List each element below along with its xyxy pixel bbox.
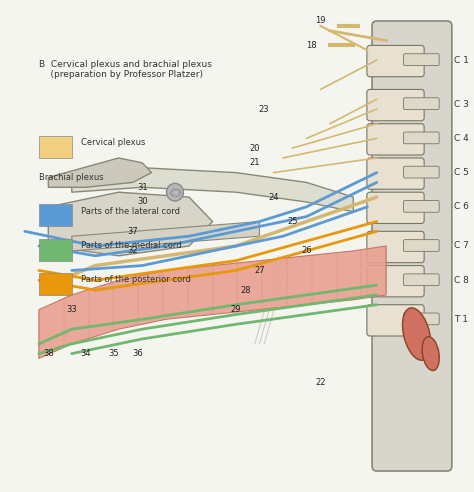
Text: 31: 31 — [137, 183, 147, 192]
Text: C 5: C 5 — [454, 168, 469, 177]
Text: 35: 35 — [109, 349, 119, 358]
FancyBboxPatch shape — [403, 313, 439, 325]
Text: C 8: C 8 — [454, 276, 469, 285]
Polygon shape — [72, 168, 353, 212]
Text: 32: 32 — [128, 246, 138, 255]
FancyBboxPatch shape — [39, 273, 72, 295]
Text: C 4: C 4 — [454, 134, 469, 143]
Text: 26: 26 — [301, 246, 312, 255]
FancyBboxPatch shape — [367, 266, 424, 297]
FancyBboxPatch shape — [372, 21, 452, 471]
Text: 19: 19 — [315, 16, 326, 26]
Polygon shape — [48, 158, 152, 187]
Text: Brachial plexus: Brachial plexus — [39, 173, 103, 182]
FancyBboxPatch shape — [403, 54, 439, 65]
Text: 37: 37 — [128, 227, 138, 236]
FancyBboxPatch shape — [403, 240, 439, 251]
Text: C 6: C 6 — [454, 202, 469, 212]
FancyBboxPatch shape — [403, 201, 439, 212]
Text: 21: 21 — [249, 158, 260, 167]
Polygon shape — [48, 192, 212, 256]
Text: 18: 18 — [306, 41, 316, 50]
Text: 28: 28 — [240, 285, 251, 295]
Text: 20: 20 — [249, 144, 260, 153]
Text: C 3: C 3 — [454, 99, 469, 109]
Text: 33: 33 — [66, 305, 77, 314]
FancyBboxPatch shape — [403, 166, 439, 178]
Ellipse shape — [402, 308, 431, 360]
Circle shape — [166, 184, 183, 201]
Text: 22: 22 — [315, 378, 326, 388]
FancyBboxPatch shape — [403, 98, 439, 110]
FancyBboxPatch shape — [367, 90, 424, 121]
FancyBboxPatch shape — [367, 123, 424, 155]
FancyBboxPatch shape — [403, 274, 439, 286]
Text: 23: 23 — [259, 104, 269, 114]
FancyBboxPatch shape — [39, 239, 72, 261]
Text: B  Cervical plexus and brachial plexus
    (preparation by Professor Platzer): B Cervical plexus and brachial plexus (p… — [39, 60, 212, 80]
Polygon shape — [72, 221, 259, 251]
FancyBboxPatch shape — [403, 132, 439, 144]
Text: 38: 38 — [43, 349, 54, 358]
FancyBboxPatch shape — [39, 204, 72, 226]
Text: 34: 34 — [81, 349, 91, 358]
Text: Parts of the posterior cord: Parts of the posterior cord — [81, 276, 191, 284]
FancyBboxPatch shape — [39, 136, 72, 158]
Text: 24: 24 — [268, 192, 279, 202]
FancyBboxPatch shape — [367, 305, 424, 336]
Text: Cervical plexus: Cervical plexus — [81, 138, 146, 148]
Text: C 7: C 7 — [454, 242, 469, 250]
Text: Parts of the medial cord: Parts of the medial cord — [81, 241, 182, 250]
Text: Parts of the lateral cord: Parts of the lateral cord — [81, 207, 180, 216]
Text: 25: 25 — [287, 217, 298, 226]
Polygon shape — [39, 246, 386, 359]
FancyBboxPatch shape — [367, 192, 424, 223]
FancyBboxPatch shape — [367, 231, 424, 263]
Text: 29: 29 — [231, 305, 241, 314]
Text: 36: 36 — [132, 349, 143, 358]
FancyBboxPatch shape — [367, 158, 424, 189]
Text: T 1: T 1 — [454, 315, 468, 324]
FancyBboxPatch shape — [367, 45, 424, 77]
Text: 27: 27 — [254, 266, 265, 275]
Text: 30: 30 — [137, 197, 147, 207]
Text: C 1: C 1 — [454, 56, 469, 64]
Ellipse shape — [422, 337, 439, 370]
